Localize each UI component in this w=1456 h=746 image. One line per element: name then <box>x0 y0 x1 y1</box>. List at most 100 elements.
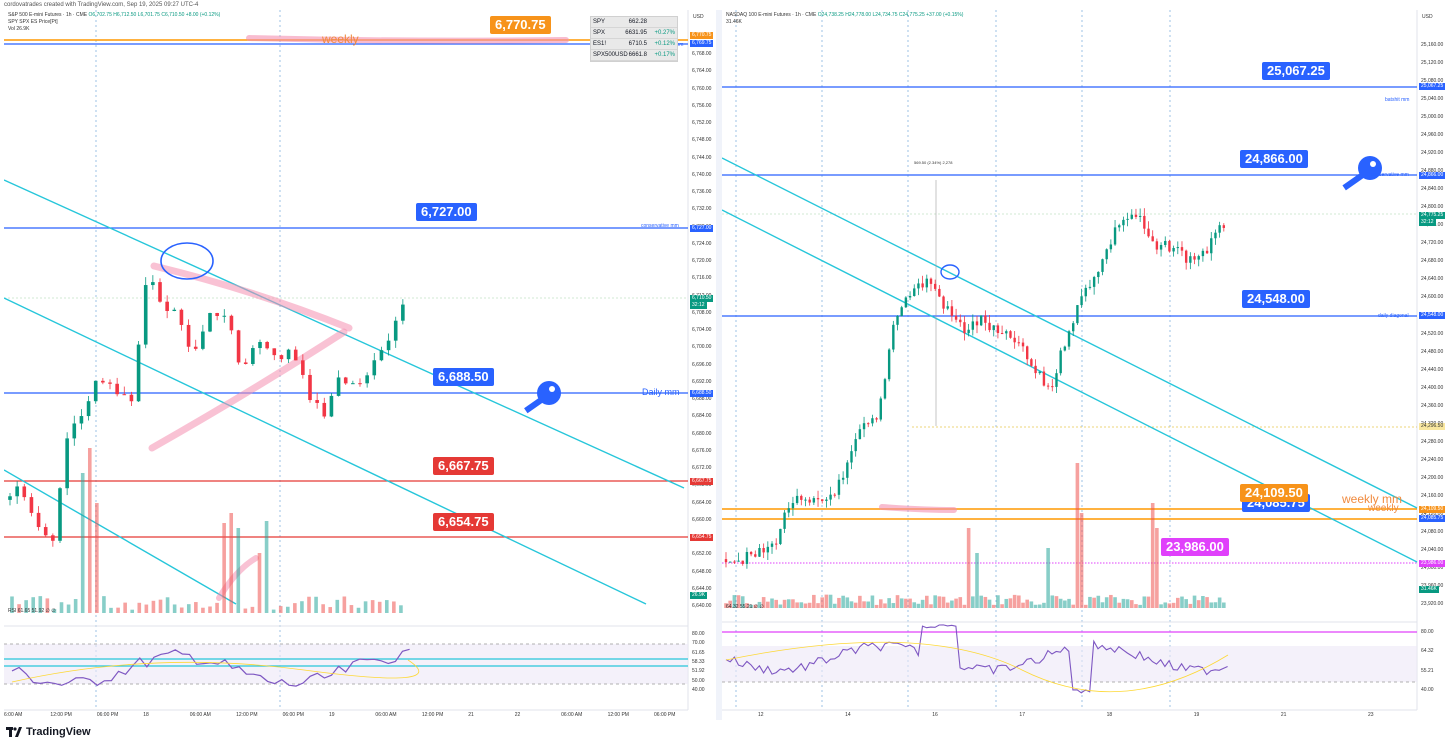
volume-bar <box>1012 594 1017 608</box>
left-symbol-header[interactable]: S&P 500 E-mini Futures · 1h · CME O6,702… <box>8 12 220 19</box>
level-label-conservative[interactable]: 24,866.00 <box>1240 150 1308 168</box>
level-label-batshit[interactable]: 25,067.25 <box>1262 62 1330 80</box>
left-subtitle: SPY SPX ES Price[Pt] <box>8 19 58 25</box>
axis-tick-label: 24,440.00 <box>1421 366 1444 373</box>
level-label-conservative[interactable]: 6,727.00 <box>416 203 477 221</box>
candle-body <box>243 362 248 364</box>
candle-body <box>393 320 398 341</box>
level-label-weekly-mm[interactable]: 24,109.50 <box>1240 484 1308 502</box>
watchlist-row[interactable]: SPX 6631.95 +0.27% <box>591 28 677 39</box>
rsi-line <box>725 624 1228 694</box>
level-label-daily[interactable]: 6,688.50 <box>433 368 494 386</box>
candle-body <box>43 527 48 536</box>
tradingview-footer[interactable]: TradingView <box>6 726 91 738</box>
candle-body <box>343 377 348 384</box>
volume-bar <box>1196 600 1201 608</box>
level-label-magenta[interactable]: 23,986.00 <box>1161 538 1229 556</box>
time-tick-label: 12:00 PM <box>421 712 444 718</box>
candle-body <box>762 548 765 553</box>
candle-body <box>186 324 191 347</box>
candle-body <box>1059 350 1062 374</box>
watchlist-row[interactable]: SPX500USD 6661.8 +0.17% <box>591 50 677 61</box>
volume-bar <box>1205 597 1209 608</box>
candle-body <box>22 486 27 498</box>
batshit-text: batshit mm <box>1385 97 1410 103</box>
volume-bar <box>916 603 921 608</box>
volume-bar <box>80 473 85 613</box>
axis-tick-label: 6,768.00 <box>692 51 712 57</box>
volume-bar <box>1021 602 1025 608</box>
axis-tick-label: 24,600.00 <box>1421 294 1444 301</box>
candle-body <box>36 512 41 528</box>
axis-tick-label: 40.00 <box>1421 687 1434 693</box>
volume-bar <box>728 600 732 608</box>
left-price-chart[interactable] <box>4 10 716 720</box>
candle-body <box>1101 259 1104 272</box>
time-tick-label: 06:00 PM <box>654 712 676 718</box>
volume-bar <box>264 521 269 613</box>
volume-bar <box>1159 604 1163 608</box>
volume-bar <box>749 604 753 608</box>
axis-tick-label: 6,664.00 <box>692 499 712 506</box>
volume-bar <box>151 600 156 613</box>
volume-bar <box>1129 600 1134 608</box>
candle-body <box>967 329 970 334</box>
right-price-chart[interactable] <box>722 10 1452 720</box>
axis-tick-label: 6,764.00 <box>692 68 712 75</box>
watchlist-row[interactable]: ES1! 6710.5 +0.12% <box>591 39 677 50</box>
candle-body <box>867 423 870 425</box>
axis-tick-label: 24,400.00 <box>1421 384 1444 391</box>
volume-bar <box>824 594 829 608</box>
volume-bar <box>966 528 971 608</box>
right-chart-panel[interactable]: NASDAQ 100 E-mini Futures · 1h · CME O24… <box>722 10 1452 720</box>
volume-bar <box>1188 603 1193 608</box>
watchlist-row[interactable]: SPY 662.28 <box>591 17 677 28</box>
volume-bar <box>1025 599 1029 608</box>
candle-body <box>737 560 740 562</box>
candle-body <box>821 499 824 501</box>
candle-body <box>1067 331 1071 347</box>
right-symbol-header[interactable]: NASDAQ 100 E-mini Futures · 1h · CME O24… <box>726 12 963 19</box>
volume-bar <box>278 606 283 613</box>
volume-bar <box>158 599 163 613</box>
countdown-tag: 32:12 <box>690 302 707 309</box>
candle-body <box>293 349 298 361</box>
candle-body <box>115 383 119 395</box>
conservative-text: conservative mm <box>1371 172 1409 178</box>
volume-bar <box>392 601 396 613</box>
candle-body <box>201 331 205 349</box>
watchlist-overlay[interactable]: SPY 662.28 SPX 6631.95 +0.27% ES1! 6710.5 +0.… <box>590 16 678 62</box>
level-label-weekly[interactable]: 6,770.75 <box>490 16 551 34</box>
volume-bar <box>1146 596 1151 608</box>
time-tick-label: 06:00 AM <box>189 712 211 718</box>
level-label-red-2[interactable]: 6,654.75 <box>433 513 494 531</box>
price-tag: 24,866.00 <box>1419 172 1446 179</box>
candle-body <box>65 438 69 489</box>
left-chart-panel[interactable]: S&P 500 E-mini Futures · 1h · CME O6,702… <box>4 10 716 720</box>
candle-body <box>791 503 795 509</box>
level-label-red-1[interactable]: 6,667.75 <box>433 457 494 475</box>
candle-body <box>1172 247 1175 252</box>
axis-tick-label: 24,840.00 <box>1421 186 1444 193</box>
candle-body <box>829 494 832 500</box>
candle-body <box>913 288 916 297</box>
axis-tick-label: 6,736.00 <box>692 189 712 195</box>
axis-tick-label: 6,640.00 <box>692 603 712 609</box>
axis-tick-label: 6,688.00 <box>692 396 712 402</box>
candle-body <box>329 395 334 417</box>
volume-bar <box>1180 596 1184 608</box>
volume-bar <box>1222 602 1226 608</box>
time-tick-label: 6:00 AM <box>4 712 23 718</box>
volume-bar <box>1100 602 1105 608</box>
volume-bar <box>1046 548 1050 608</box>
candle-body <box>1080 296 1083 306</box>
volume-bar <box>45 598 50 613</box>
volume-bar <box>1008 598 1013 608</box>
axis-tick-label: 24,800.00 <box>1421 204 1444 211</box>
candle-body <box>1113 227 1117 245</box>
panel-divider[interactable] <box>716 10 722 720</box>
axis-tick-label: 6,692.00 <box>692 378 712 385</box>
candle-body <box>1055 373 1058 387</box>
level-label-daily-diagonal[interactable]: 24,548.00 <box>1242 290 1310 308</box>
axis-tick-label: 80.00 <box>692 631 705 637</box>
